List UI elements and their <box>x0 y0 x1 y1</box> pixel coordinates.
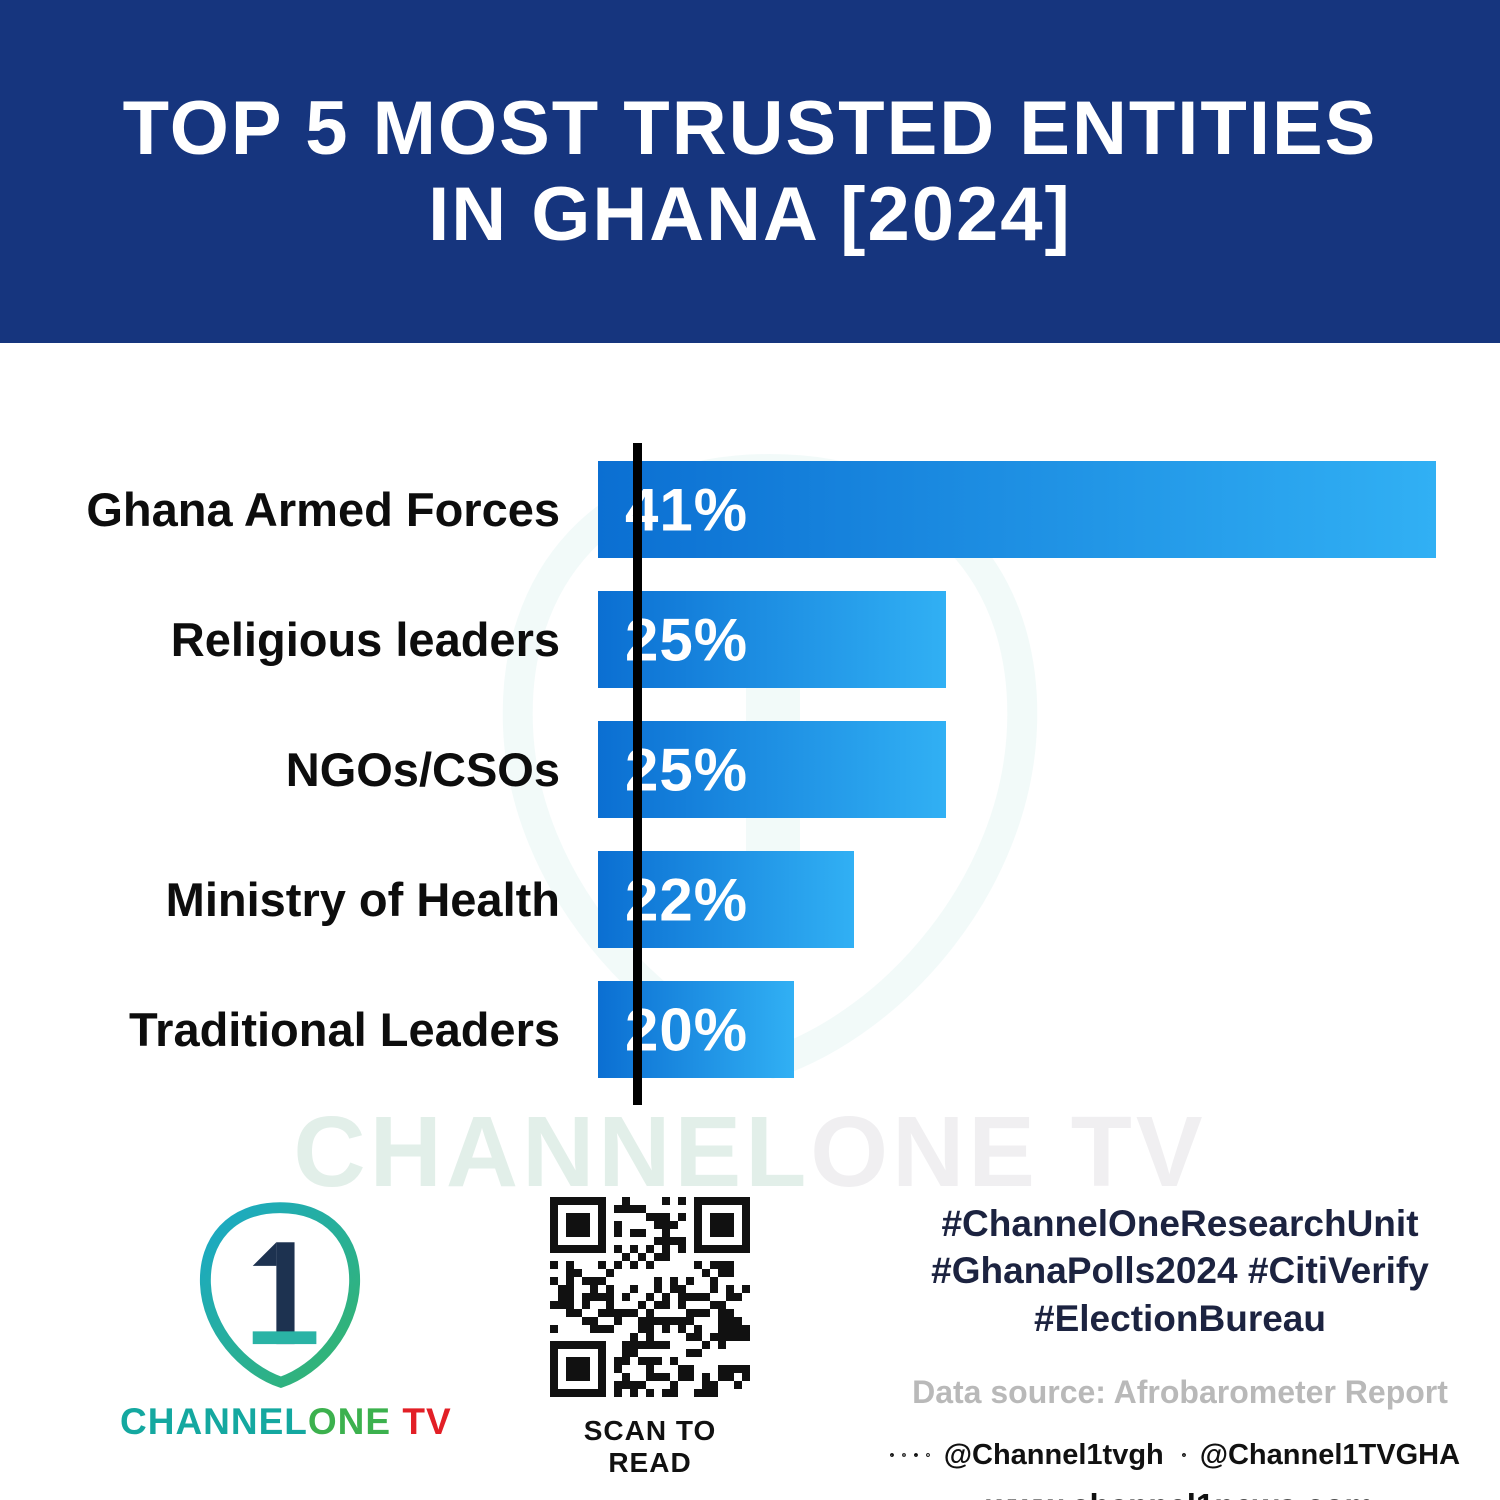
data-source-text: Data source: Afrobarometer Report <box>912 1374 1448 1411</box>
svg-text:X: X <box>1183 1455 1185 1457</box>
bar: 25% <box>598 591 947 688</box>
social-handle-main: @Channel1tvgh <box>943 1438 1164 1471</box>
svg-text:♪: ♪ <box>915 1454 916 1457</box>
channel-one-logo: CHANNELONE TV <box>120 1195 451 1443</box>
y-axis-line <box>633 443 642 1105</box>
watermark-part1: CHANNEL <box>293 1096 811 1208</box>
footer-right-column: #ChannelOneResearchUnit #GhanaPolls2024 … <box>890 1200 1470 1500</box>
social-row: f ♪ @Channel1tvgh <box>890 1437 1470 1473</box>
bar-value-label: 20% <box>625 996 749 1063</box>
bar-value-label: 41% <box>625 476 749 543</box>
header-banner: TOP 5 MOST TRUSTED ENTITIES IN GHANA [20… <box>0 0 1500 343</box>
bar-row: NGOs/CSOs 25% <box>0 721 1460 818</box>
logo-word-tv: TV <box>391 1401 452 1442</box>
bar-chart: Ghana Armed Forces 41% Religious leaders… <box>0 343 1500 1133</box>
instagram-icon <box>902 1453 906 1457</box>
qr-caption: SCAN TO READ <box>583 1415 717 1478</box>
tiktok-icon: ♪ <box>913 1453 918 1457</box>
social-handle-x: @Channel1TVGHA <box>1199 1438 1461 1471</box>
qr-block: SCAN TO READ <box>545 1197 755 1479</box>
bar-row: Ghana Armed Forces 41% <box>0 461 1460 558</box>
hashtag-line: #ChannelOneResearchUnit <box>941 1203 1419 1244</box>
bar-value-label: 22% <box>625 866 749 933</box>
category-label: Religious leaders <box>170 613 560 666</box>
qr-code <box>550 1197 750 1397</box>
logo-word-channel: CHANNEL <box>120 1401 308 1442</box>
hashtag-line: #ElectionBureau <box>1034 1297 1326 1339</box>
bar-track: 25% <box>598 721 1460 818</box>
category-label: Traditional Leaders <box>129 1003 560 1056</box>
bar-track: 41% <box>598 461 1460 558</box>
bar-value-label: 25% <box>625 736 749 803</box>
bar-track: 22% <box>598 851 1460 948</box>
youtube-icon <box>925 1453 930 1457</box>
bar: 25% <box>598 721 947 818</box>
bar-track: 25% <box>598 591 1460 688</box>
bar-track: 20% <box>598 981 1460 1078</box>
facebook-icon: f <box>890 1453 894 1457</box>
channel-one-watermark: CHANNELONE TV <box>0 1095 1500 1210</box>
hashtag-line: #GhanaPolls2024 #CitiVerify <box>931 1250 1429 1292</box>
bar-row: Religious leaders 25% <box>0 591 1460 688</box>
channel-one-pick-icon <box>199 1202 361 1389</box>
bar-row: Ministry of Health 22% <box>0 851 1460 948</box>
category-label: Ministry of Health <box>165 873 560 926</box>
category-label: Ghana Armed Forces <box>86 483 560 536</box>
footer: CHANNELONE TV SCAN TO READ #ChannelOneRe… <box>0 1185 1500 1500</box>
watermark-part2: ONE TV <box>810 1096 1207 1208</box>
logo-wordmark: CHANNELONE TV <box>120 1401 451 1443</box>
x-twitter-icon: X <box>1181 1453 1186 1457</box>
category-label: NGOs/CSOs <box>285 743 560 796</box>
page-title-line1: TOP 5 MOST TRUSTED ENTITIES <box>122 86 1378 172</box>
bar-row: Traditional Leaders 20% <box>0 981 1460 1078</box>
website-url: www.channel1news.com <box>890 1487 1470 1500</box>
logo-word-one: ONE <box>307 1401 392 1442</box>
svg-text:f: f <box>892 1454 893 1457</box>
bar: 20% <box>598 981 794 1078</box>
bar-value-label: 25% <box>625 606 749 673</box>
page-title-line2: IN GHANA [2024] <box>428 171 1072 257</box>
bar: 41% <box>598 461 1436 558</box>
